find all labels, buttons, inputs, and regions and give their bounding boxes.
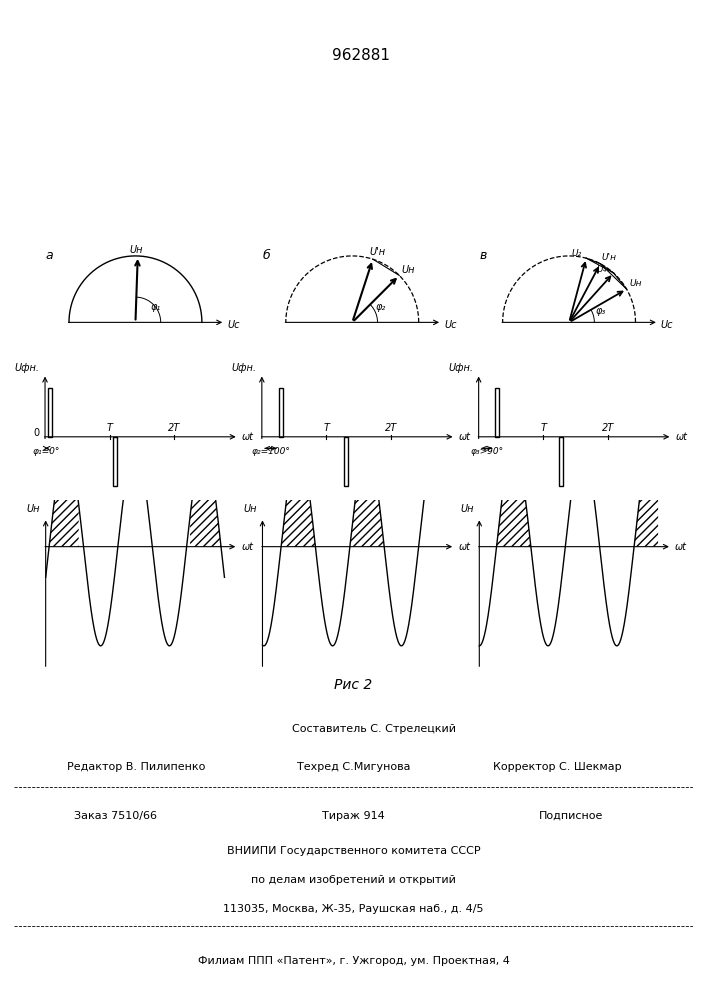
Text: Филиам ППП «Патент», г. Ужгород, ум. Проектная, 4: Филиам ППП «Патент», г. Ужгород, ум. Про… xyxy=(197,956,510,966)
Text: Uфн.: Uфн. xyxy=(232,363,257,373)
Text: Uн: Uн xyxy=(402,265,416,275)
Polygon shape xyxy=(113,437,117,486)
Text: φ₂=100°: φ₂=100° xyxy=(251,447,290,456)
Text: Корректор С. Шекмар: Корректор С. Шекмар xyxy=(493,762,621,772)
Text: Подписное: Подписное xyxy=(539,811,603,821)
Text: в: в xyxy=(479,249,486,262)
Text: φ₃>90°: φ₃>90° xyxy=(470,447,503,456)
Text: Uн: Uн xyxy=(27,504,40,514)
Polygon shape xyxy=(495,388,498,437)
Text: Uс: Uс xyxy=(227,320,240,330)
Text: Тираж 914: Тираж 914 xyxy=(322,811,385,821)
Text: T: T xyxy=(107,423,112,433)
Text: Uфн.: Uфн. xyxy=(15,363,40,373)
Text: Uн: Uн xyxy=(629,279,642,288)
Text: 2T: 2T xyxy=(168,423,180,433)
Text: 2T: 2T xyxy=(602,423,614,433)
Polygon shape xyxy=(279,388,283,437)
Text: U'н: U'н xyxy=(370,247,385,257)
Polygon shape xyxy=(559,437,563,486)
Text: Uфн.: Uфн. xyxy=(448,363,474,373)
Text: φ₂: φ₂ xyxy=(375,302,386,312)
Text: Техред С.Мигунова: Техред С.Мигунова xyxy=(297,762,410,772)
Polygon shape xyxy=(48,388,52,437)
Text: φ₁=0°: φ₁=0° xyxy=(33,447,60,456)
Text: Редактор В. Пилипенко: Редактор В. Пилипенко xyxy=(67,762,206,772)
Text: U₄: U₄ xyxy=(597,265,607,274)
Text: φ₃: φ₃ xyxy=(596,306,606,316)
Text: ωt: ωt xyxy=(242,432,254,442)
Text: Заказ 7510/66: Заказ 7510/66 xyxy=(74,811,158,821)
Text: T: T xyxy=(323,423,329,433)
Text: 962881: 962881 xyxy=(332,47,390,62)
Text: ωt: ωt xyxy=(675,432,687,442)
Text: а: а xyxy=(46,249,53,262)
Text: T: T xyxy=(540,423,547,433)
Text: Uн: Uн xyxy=(243,504,257,514)
Text: φ₁: φ₁ xyxy=(150,302,160,312)
Text: Рис 2: Рис 2 xyxy=(334,678,373,692)
Text: ωt: ωt xyxy=(242,542,254,552)
Text: 0: 0 xyxy=(34,428,40,438)
Polygon shape xyxy=(344,437,348,486)
Text: б: б xyxy=(262,249,270,262)
Text: U'н: U'н xyxy=(602,253,617,262)
Text: по делам изобретений и открытий: по делам изобретений и открытий xyxy=(251,875,456,885)
Text: ωt: ωt xyxy=(459,432,471,442)
Text: Uн: Uн xyxy=(130,245,144,255)
Text: 113035, Москва, Ж-35, Раушская наб., д. 4/5: 113035, Москва, Ж-35, Раушская наб., д. … xyxy=(223,904,484,914)
Text: U₂: U₂ xyxy=(572,249,582,258)
Text: Составитель С. Стрелецкий: Составитель С. Стрелецкий xyxy=(292,724,456,734)
Text: 2T: 2T xyxy=(385,423,397,433)
Text: ωt: ωt xyxy=(675,542,687,552)
Text: Uс: Uс xyxy=(444,320,457,330)
Text: ωt: ωt xyxy=(458,542,470,552)
Text: Uс: Uс xyxy=(661,320,673,330)
Text: Uн: Uн xyxy=(460,504,474,514)
Text: ВНИИПИ Государственного комитета СССР: ВНИИПИ Государственного комитета СССР xyxy=(227,846,480,856)
